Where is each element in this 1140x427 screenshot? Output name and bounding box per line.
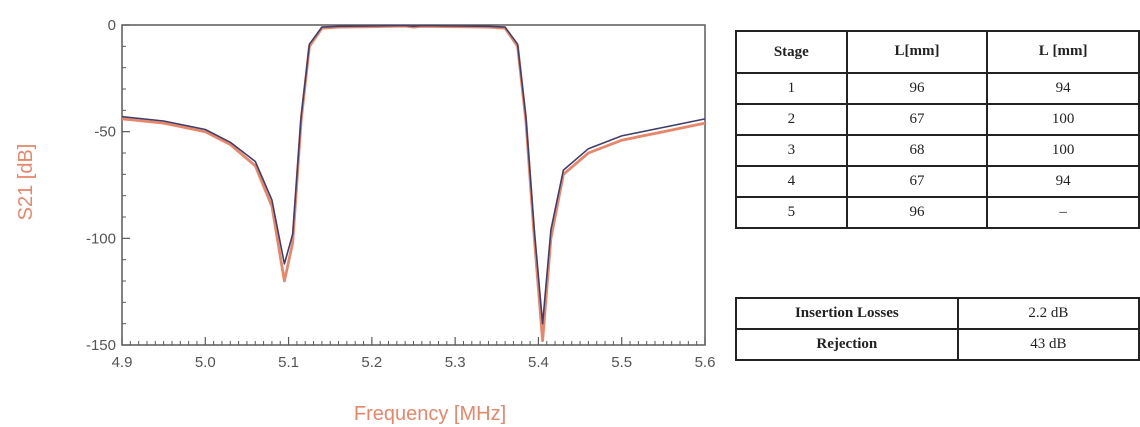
y-tick-label: -100: [86, 230, 116, 247]
x-tick-label: 5.5: [611, 354, 632, 371]
table-row: 1 96 94: [735, 72, 1140, 105]
header-l2: L [mm]: [986, 30, 1140, 74]
table-cell: 4: [735, 165, 848, 198]
table-cell: 2: [735, 103, 848, 136]
table-cell: 94: [986, 72, 1140, 105]
s21-chart: 4.9 5.0 5.1 5.2 5.3 5.4 5.5 5.6 0 -50 -100 -150 Fre…: [15, 17, 715, 425]
table-cell: 96: [845, 196, 989, 229]
x-tick-label: 5.3: [445, 354, 466, 371]
header-l1: L[mm]: [845, 30, 989, 74]
series-line-2: [121, 24, 706, 325]
rejection-value: 43 dB: [956, 328, 1140, 361]
insertion-losses-value: 2.2 dB: [956, 297, 1140, 330]
plot-frame: [121, 24, 706, 346]
x-tick-label: 5.0: [195, 354, 216, 371]
series-line-1: [121, 24, 706, 343]
table-cell: 67: [845, 165, 989, 198]
table-row: 2 67 100: [735, 103, 1140, 136]
x-tick-label: 5.4: [528, 354, 549, 371]
chart-lines: [121, 24, 706, 343]
x-tick-label: 4.9: [112, 354, 133, 371]
table-cell: 68: [845, 134, 989, 167]
table-cell: 3: [735, 134, 848, 167]
stage-table-header: Stage L[mm] L [mm]: [735, 30, 1140, 74]
insertion-losses-label: Insertion Losses: [735, 297, 959, 330]
chart-axes: [121, 24, 706, 346]
x-tick-label: 5.2: [361, 354, 382, 371]
x-tick-label: 5.1: [278, 354, 299, 371]
table-cell: –: [986, 196, 1140, 229]
table-row: Insertion Losses 2.2 dB: [735, 297, 1140, 330]
table-row: 4 67 94: [735, 165, 1140, 198]
table-cell: 5: [735, 196, 848, 229]
y-tick-label: 0: [108, 17, 116, 34]
x-tick-label: 5.6: [695, 354, 716, 371]
table-cell: 96: [845, 72, 989, 105]
y-tick-label: -150: [86, 337, 116, 354]
table-row: 3 68 100: [735, 134, 1140, 167]
table-cell: 67: [845, 103, 989, 136]
performance-table: Insertion Losses 2.2 dB Rejection 43 dB: [735, 297, 1140, 361]
x-axis-title: Frequency [MHz]: [354, 403, 506, 425]
table-row: 5 96–: [735, 196, 1140, 229]
chart-ticks: 4.9 5.0 5.1 5.2 5.3 5.4 5.5 5.6 0 -50 -100 -150: [86, 17, 715, 371]
table-row: Rejection 43 dB: [735, 328, 1140, 361]
stage-table: Stage L[mm] L [mm] 1 96 94 2 67 100 3 68 100 4…: [735, 30, 1140, 229]
rejection-label: Rejection: [735, 328, 959, 361]
table-cell: 94: [986, 165, 1140, 198]
y-axis-title: S21 [dB]: [15, 144, 37, 221]
table-cell: 1: [735, 72, 848, 105]
header-stage: Stage: [735, 30, 848, 74]
table-cell: 100: [986, 134, 1140, 167]
table-cell: 100: [986, 103, 1140, 136]
y-tick-label: -50: [94, 124, 116, 141]
